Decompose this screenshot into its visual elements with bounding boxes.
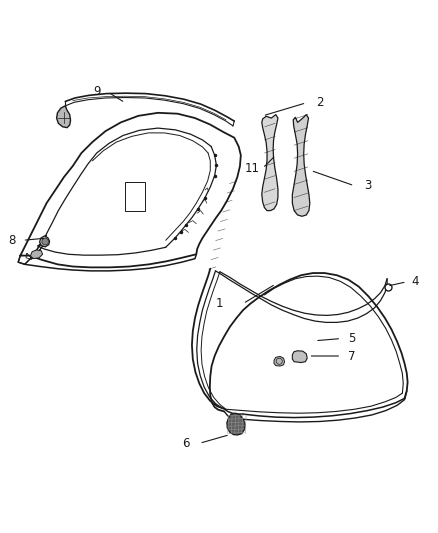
Text: 3: 3	[364, 179, 371, 192]
Text: 7: 7	[348, 350, 356, 362]
Text: 6: 6	[183, 437, 190, 450]
Polygon shape	[30, 250, 42, 259]
Polygon shape	[227, 413, 245, 435]
Polygon shape	[42, 238, 48, 245]
Polygon shape	[57, 106, 71, 128]
Text: 4: 4	[412, 275, 419, 288]
Polygon shape	[39, 236, 49, 247]
Polygon shape	[274, 357, 285, 366]
Text: 5: 5	[349, 332, 356, 345]
Text: 11: 11	[244, 161, 259, 175]
Text: 8: 8	[8, 234, 15, 247]
Polygon shape	[262, 115, 278, 211]
Bar	[125, 182, 145, 211]
Text: 2: 2	[316, 96, 323, 109]
Text: 1: 1	[215, 297, 223, 310]
Polygon shape	[292, 351, 307, 362]
Text: 9: 9	[93, 85, 100, 99]
Polygon shape	[292, 115, 310, 216]
